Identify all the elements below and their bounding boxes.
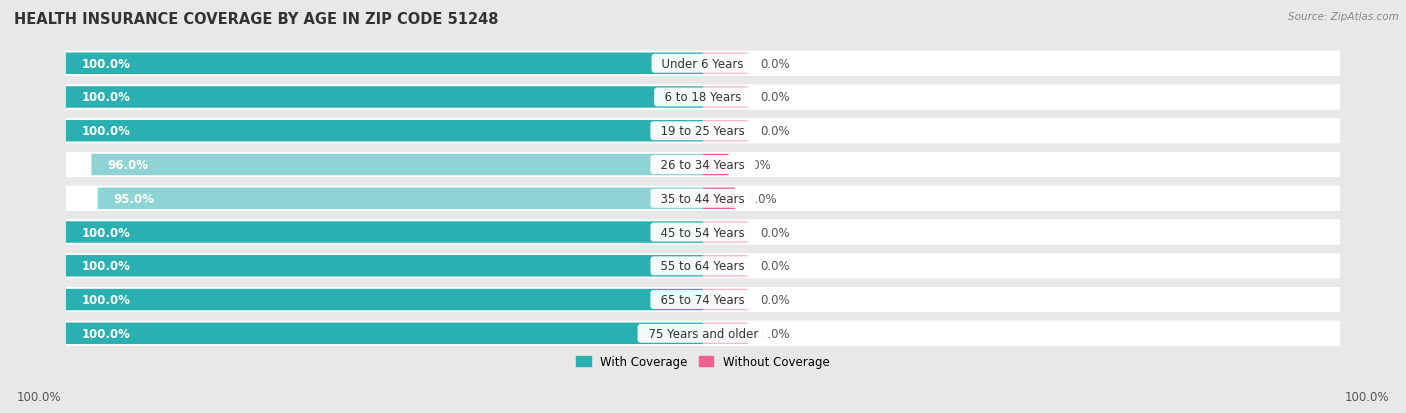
FancyBboxPatch shape — [66, 52, 1340, 77]
Text: 75 Years and older: 75 Years and older — [641, 327, 765, 340]
Text: 26 to 34 Years: 26 to 34 Years — [654, 159, 752, 171]
FancyBboxPatch shape — [66, 87, 703, 109]
Text: 100.0%: 100.0% — [82, 293, 131, 306]
Text: 0.0%: 0.0% — [761, 327, 790, 340]
Text: 95.0%: 95.0% — [114, 192, 155, 205]
Text: 100.0%: 100.0% — [82, 226, 131, 239]
Text: 5.0%: 5.0% — [748, 192, 778, 205]
FancyBboxPatch shape — [98, 188, 703, 209]
Text: 0.0%: 0.0% — [761, 125, 790, 138]
Text: 55 to 64 Years: 55 to 64 Years — [654, 260, 752, 273]
FancyBboxPatch shape — [703, 121, 748, 142]
Text: 45 to 54 Years: 45 to 54 Years — [654, 226, 752, 239]
Text: 100.0%: 100.0% — [17, 390, 62, 403]
Text: 19 to 25 Years: 19 to 25 Years — [654, 125, 752, 138]
Text: 65 to 74 Years: 65 to 74 Years — [654, 293, 752, 306]
FancyBboxPatch shape — [66, 321, 1340, 346]
Text: Source: ZipAtlas.com: Source: ZipAtlas.com — [1288, 12, 1399, 22]
Text: 100.0%: 100.0% — [1344, 390, 1389, 403]
FancyBboxPatch shape — [66, 85, 1340, 110]
FancyBboxPatch shape — [703, 154, 728, 176]
FancyBboxPatch shape — [66, 323, 703, 344]
FancyBboxPatch shape — [66, 289, 703, 311]
FancyBboxPatch shape — [66, 222, 703, 243]
FancyBboxPatch shape — [703, 53, 748, 75]
Text: 0.0%: 0.0% — [761, 91, 790, 104]
FancyBboxPatch shape — [66, 220, 1340, 245]
FancyBboxPatch shape — [703, 255, 748, 277]
FancyBboxPatch shape — [66, 119, 1340, 144]
FancyBboxPatch shape — [66, 152, 1340, 178]
FancyBboxPatch shape — [703, 188, 735, 209]
Text: 100.0%: 100.0% — [82, 57, 131, 71]
Text: 0.0%: 0.0% — [761, 293, 790, 306]
FancyBboxPatch shape — [66, 186, 1340, 211]
Text: 0.0%: 0.0% — [761, 57, 790, 71]
Text: 35 to 44 Years: 35 to 44 Years — [654, 192, 752, 205]
Text: 100.0%: 100.0% — [82, 91, 131, 104]
Legend: With Coverage, Without Coverage: With Coverage, Without Coverage — [572, 350, 834, 373]
Text: 0.0%: 0.0% — [761, 226, 790, 239]
Text: 100.0%: 100.0% — [82, 327, 131, 340]
FancyBboxPatch shape — [703, 87, 748, 109]
Text: HEALTH INSURANCE COVERAGE BY AGE IN ZIP CODE 51248: HEALTH INSURANCE COVERAGE BY AGE IN ZIP … — [14, 12, 499, 27]
Text: 6 to 18 Years: 6 to 18 Years — [657, 91, 749, 104]
FancyBboxPatch shape — [703, 289, 748, 311]
Text: Under 6 Years: Under 6 Years — [655, 57, 751, 71]
FancyBboxPatch shape — [66, 255, 703, 277]
FancyBboxPatch shape — [703, 222, 748, 243]
Text: 0.0%: 0.0% — [761, 260, 790, 273]
FancyBboxPatch shape — [66, 287, 1340, 313]
Text: 100.0%: 100.0% — [82, 125, 131, 138]
Text: 96.0%: 96.0% — [107, 159, 149, 171]
FancyBboxPatch shape — [91, 154, 703, 176]
FancyBboxPatch shape — [66, 254, 1340, 279]
FancyBboxPatch shape — [66, 53, 703, 75]
FancyBboxPatch shape — [703, 323, 748, 344]
Text: 100.0%: 100.0% — [82, 260, 131, 273]
Text: 4.0%: 4.0% — [741, 159, 770, 171]
FancyBboxPatch shape — [66, 121, 703, 142]
